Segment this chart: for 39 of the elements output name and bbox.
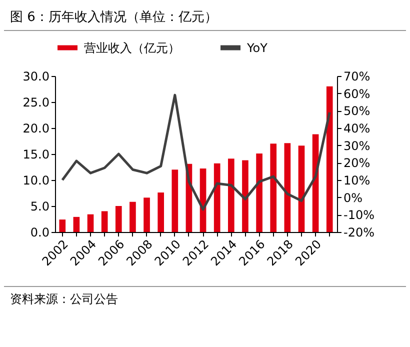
bar (298, 146, 305, 232)
bar (242, 160, 248, 232)
y-tick-label: 20.0 (22, 122, 50, 136)
y2-tick-label: 10% (344, 174, 370, 188)
line-series (61, 94, 331, 211)
legend-label: 营业收入（亿元） (84, 40, 180, 55)
y2-tick-label: 30% (344, 138, 370, 153)
bar (87, 214, 94, 232)
y2-tick-label: 60% (344, 86, 370, 101)
bar (270, 144, 277, 232)
bar (144, 198, 150, 232)
text: 资料来源：公司公告 (4, 286, 406, 308)
y-tick-label: 10.0 (22, 174, 50, 188)
y2-tick-label: -20% (344, 226, 375, 240)
bar (326, 86, 333, 232)
bar (228, 158, 234, 232)
bar (101, 211, 108, 232)
y2-tick-label: 40% (344, 122, 370, 136)
y2-tick-label: -10% (344, 208, 375, 222)
y-tick-label: 25.0 (22, 96, 50, 110)
bar (284, 143, 291, 232)
chart-title: 图 6：历年收入情况（单位：亿元） (4, 0, 406, 31)
y-tick-label: 30.0 (22, 70, 50, 84)
bar (73, 216, 80, 232)
y2-tick-label: 50% (344, 104, 370, 118)
y2-tick-label: 20% (344, 156, 370, 170)
legend-label: YoY (246, 40, 268, 55)
bar (158, 192, 164, 232)
y2-tick-label: 70% (344, 70, 370, 84)
bar (172, 170, 178, 232)
y-tick-label: 15.0 (22, 148, 50, 162)
bar (130, 202, 136, 232)
y2-tick-label: 0% (344, 190, 363, 205)
bar (256, 153, 262, 232)
y-tick-label: 0.0 (30, 226, 50, 240)
y-tick-label: 5.0 (30, 200, 50, 214)
bar (115, 206, 122, 232)
bar (214, 163, 220, 232)
bar (59, 220, 66, 232)
